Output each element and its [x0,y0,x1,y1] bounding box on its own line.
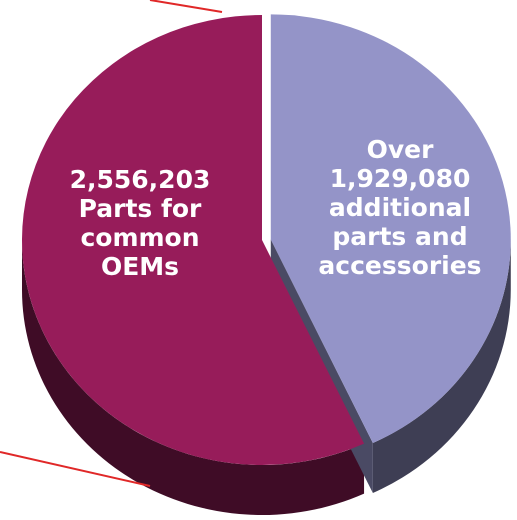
value-label: 2,556,203 [69,165,211,194]
slice-side [372,239,511,494]
slice-label: 2,556,203 Parts for common OEMs [40,165,240,281]
category-label: Parts for common OEMs [78,194,202,281]
decor-line [149,0,223,13]
value-label: Over 1,929,080 [329,135,471,193]
slice [270,14,511,444]
slice-side [22,240,365,515]
decor-line [0,451,151,487]
slice [21,15,365,465]
slice-label: Over 1,929,080 additional parts and acce… [300,135,500,280]
category-label: additional parts and accessories [318,193,482,280]
